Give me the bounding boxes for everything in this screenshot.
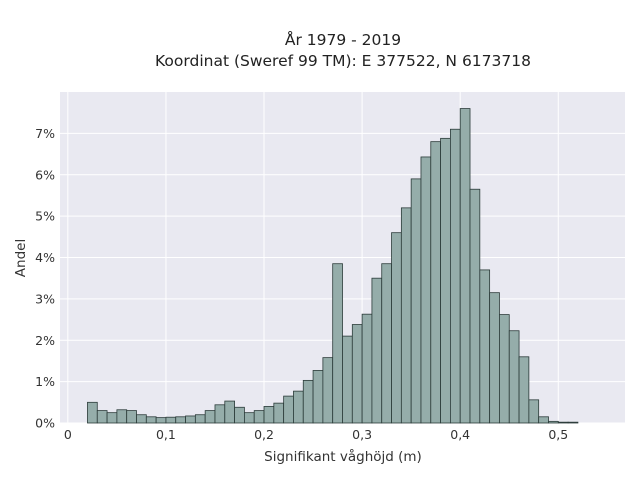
histogram-bar: [293, 390, 304, 424]
x-axis-title: Signifikant våghöjd (m): [264, 448, 422, 465]
histogram-bar: [499, 314, 510, 424]
histogram-bar: [459, 108, 471, 424]
histogram-bar: [391, 232, 402, 424]
x-tick-label: 0,4: [450, 427, 470, 442]
y-tick-label: 4%: [35, 250, 55, 265]
histogram-bar: [400, 207, 412, 424]
histogram-bar: [361, 313, 373, 424]
histogram-bar: [430, 141, 441, 424]
histogram-bar: [165, 416, 177, 424]
histogram-bar: [528, 399, 540, 424]
histogram-bar: [87, 401, 98, 424]
y-tick-label: 2%: [35, 333, 55, 348]
histogram-bar: [224, 400, 236, 424]
y-tick-label: 5%: [35, 209, 55, 224]
histogram-bar: [244, 412, 255, 424]
histogram-bar: [204, 410, 216, 424]
bars: [87, 108, 579, 424]
histogram-bar: [449, 128, 461, 424]
histogram-bar: [518, 356, 530, 424]
histogram-bar: [253, 410, 265, 424]
y-axis-title: Andel: [13, 239, 29, 277]
histogram-bar: [116, 409, 128, 424]
histogram-bar: [342, 335, 353, 424]
histogram-bar: [106, 412, 118, 424]
histogram-bar: [185, 415, 196, 424]
histogram-bar: [548, 420, 559, 424]
histogram-bar: [273, 402, 285, 424]
histogram-bar: [96, 410, 108, 424]
histogram-bar: [469, 188, 481, 424]
histogram-bar: [410, 178, 422, 424]
histogram-bar: [332, 263, 343, 424]
histogram-bar: [126, 410, 137, 424]
histogram-bar: [155, 417, 167, 424]
chart-title-line-2: Koordinat (Sweref 99 TM): E 377522, N 61…: [155, 52, 531, 70]
x-axis-ticks: 0 0,1 0,2 0,3 0,4 0,5: [64, 427, 568, 442]
x-tick-label: 0,5: [548, 427, 568, 442]
histogram-bar: [420, 156, 432, 424]
x-tick-label: 0,1: [156, 427, 176, 442]
histogram-bar: [214, 404, 226, 424]
histogram-bar: [283, 395, 294, 424]
x-tick-label: 0,3: [352, 427, 372, 442]
y-tick-label: 6%: [35, 167, 55, 182]
histogram-bar: [322, 357, 334, 424]
chart-title-line-1: År 1979 - 2019: [285, 30, 401, 49]
histogram-bar: [136, 414, 147, 424]
y-tick-label: 0%: [35, 416, 55, 431]
y-tick-label: 3%: [35, 291, 55, 306]
histogram-bar: [567, 421, 579, 424]
x-tick-label: 0: [64, 427, 72, 442]
histogram-bar: [194, 414, 206, 424]
y-tick-label: 1%: [35, 374, 55, 389]
histogram-bar: [263, 406, 275, 424]
histogram-bar: [489, 292, 500, 424]
histogram-bar: [312, 370, 324, 424]
histogram-bar: [479, 269, 491, 424]
histogram-bar: [302, 379, 314, 424]
histogram-bar: [351, 324, 363, 424]
x-tick-label: 0,2: [254, 427, 274, 442]
y-tick-label: 7%: [35, 126, 55, 141]
histogram-bar: [234, 406, 245, 424]
histogram-bar: [440, 137, 451, 424]
histogram-bar: [175, 416, 186, 424]
histogram-bar: [371, 277, 383, 424]
histogram-bar: [557, 421, 569, 424]
histogram-bar: [145, 416, 157, 424]
y-axis-ticks: 0% 1% 2% 3% 4% 5% 6% 7%: [35, 126, 55, 431]
histogram-bar: [381, 263, 392, 424]
histogram-bar: [538, 416, 549, 424]
histogram-bar: [508, 330, 520, 424]
